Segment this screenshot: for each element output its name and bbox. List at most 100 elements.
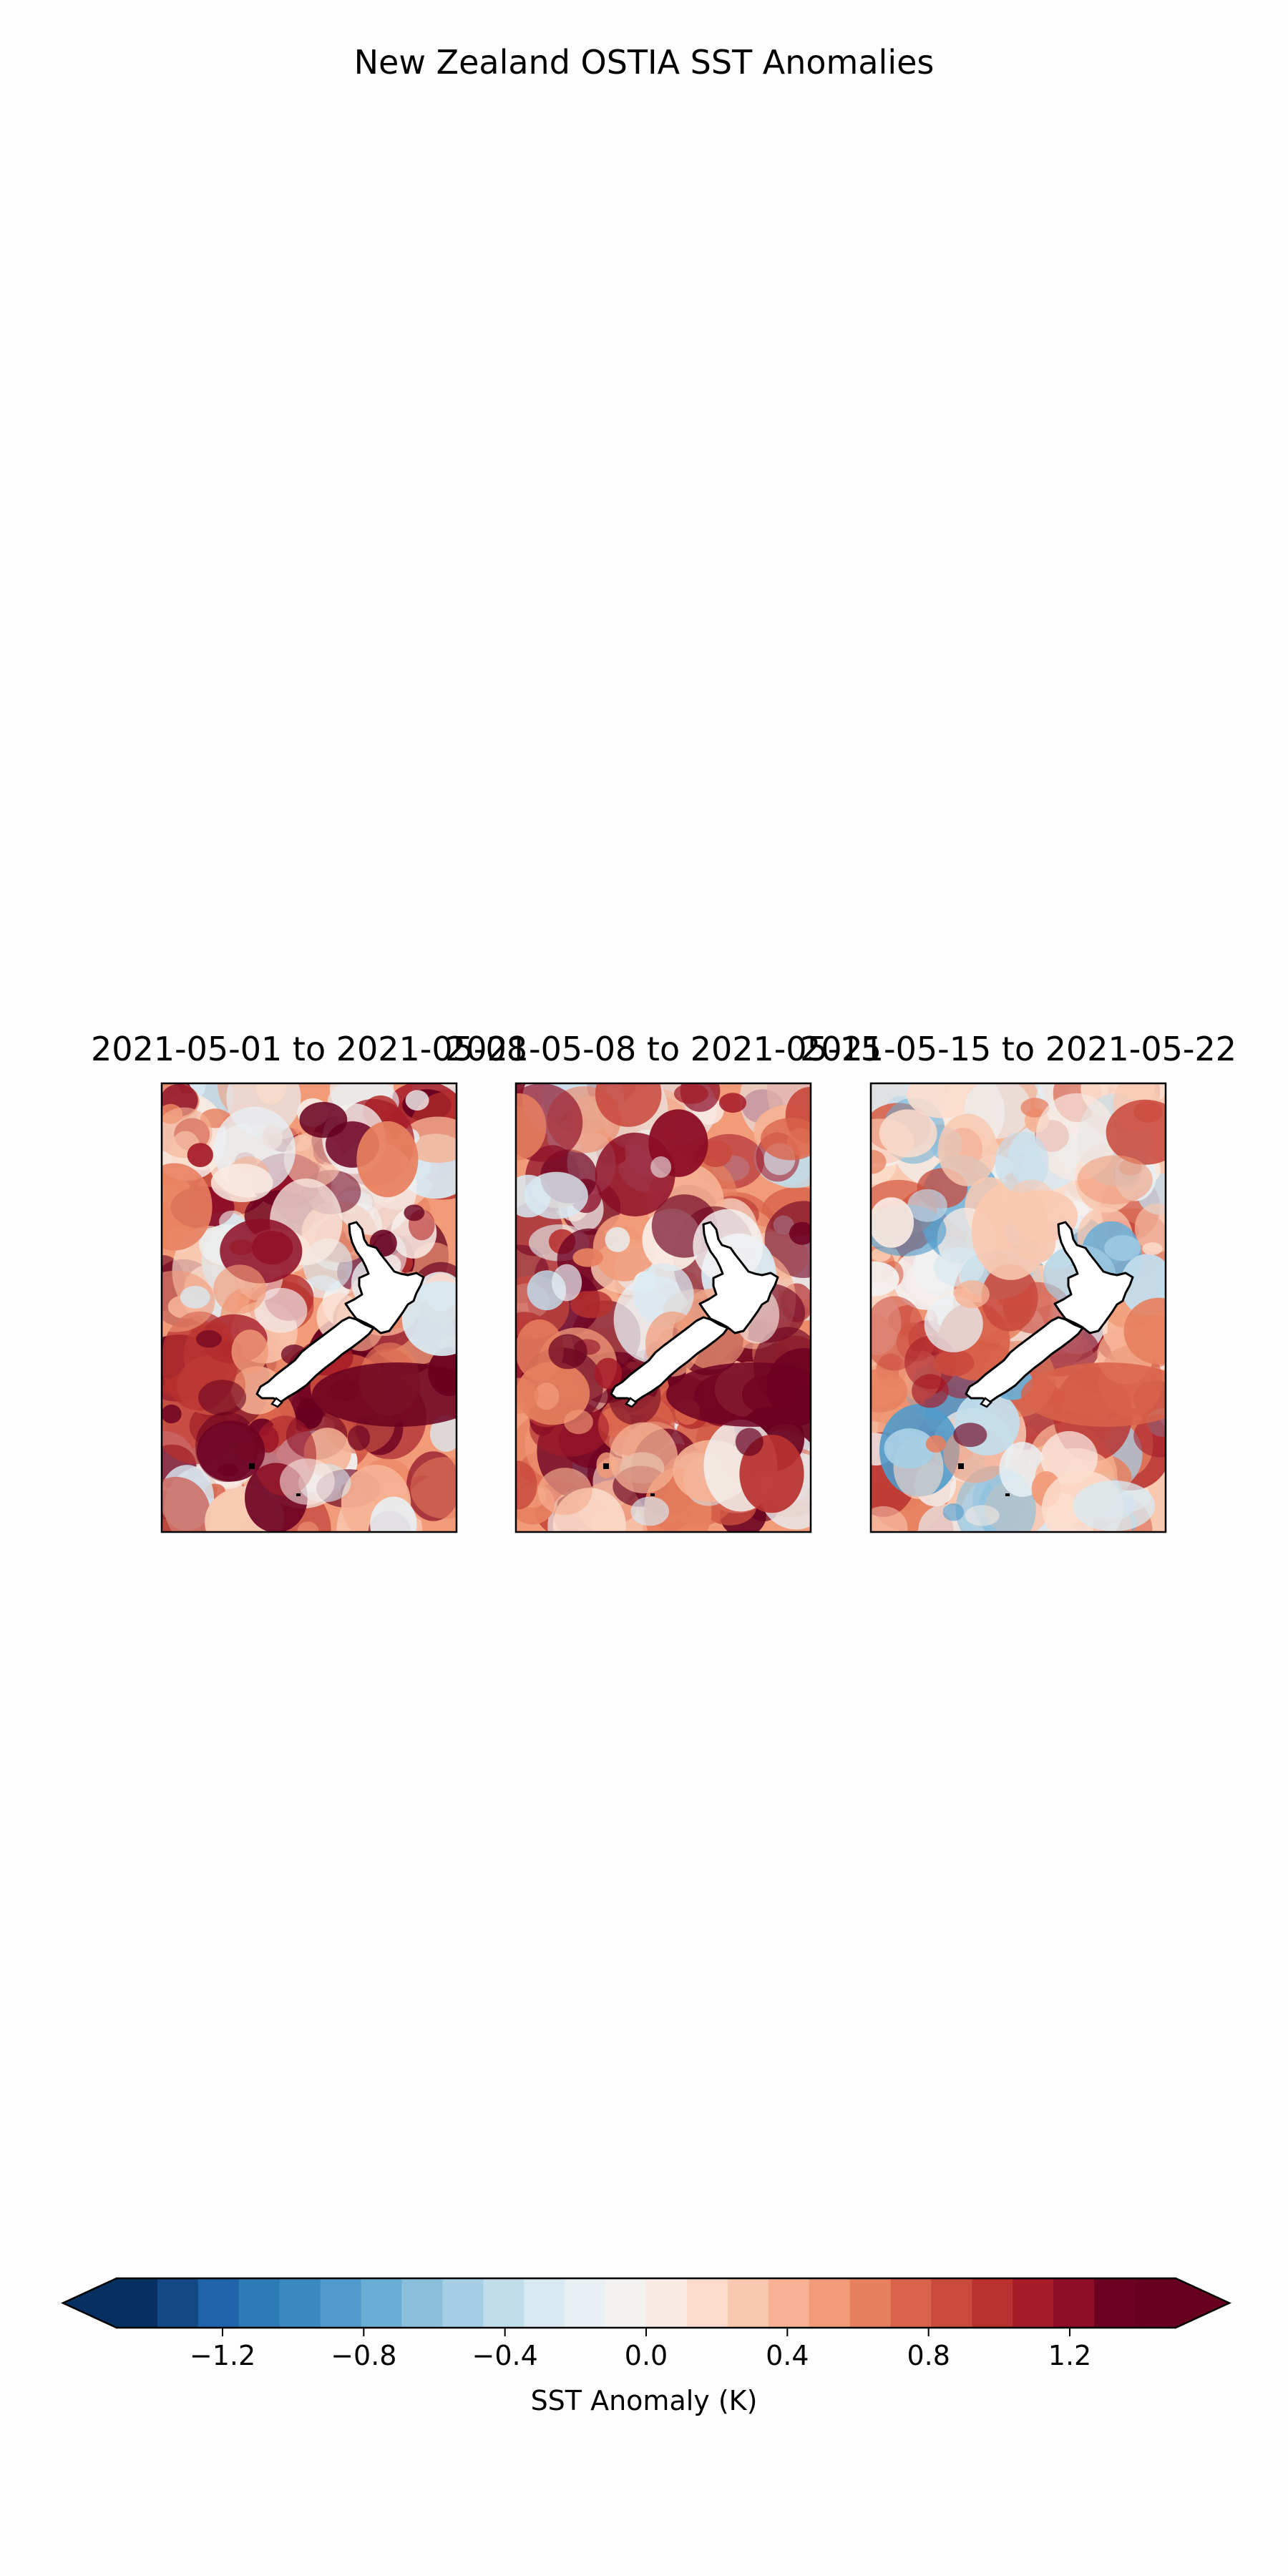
anomaly-patch	[594, 1357, 623, 1390]
anomaly-patch	[595, 1132, 675, 1216]
snares-islands	[603, 1463, 609, 1469]
anomaly-patch	[210, 1163, 273, 1202]
anomaly-patch	[981, 1264, 1038, 1332]
north-island	[344, 1221, 425, 1335]
stewart-island	[980, 1397, 992, 1408]
colorbar-segment	[1053, 2278, 1095, 2328]
anomaly-patch	[1123, 1297, 1166, 1365]
panel-title: 2021-05-01 to 2021-05-08	[91, 1030, 527, 1068]
anomaly-patch	[871, 1261, 899, 1297]
anomaly-patch	[879, 1109, 937, 1158]
anomaly-patch	[605, 1226, 630, 1252]
anomaly-patch	[180, 1285, 210, 1309]
anomaly-patch	[934, 1349, 975, 1377]
anomaly-patch	[1104, 1235, 1141, 1262]
colorbar-segment	[686, 2278, 728, 2328]
anomaly-patch	[719, 1093, 746, 1113]
anomaly-patch	[937, 1113, 997, 1186]
anomaly-patch	[198, 1380, 247, 1416]
colorbar-segment	[890, 2278, 932, 2328]
anomaly-patch	[907, 1083, 977, 1118]
anomaly-patch	[516, 1319, 564, 1381]
anomaly-patch	[254, 1287, 308, 1333]
anomaly-patch	[405, 1090, 429, 1111]
colorbar-segment	[605, 2278, 647, 2328]
anomaly-patch	[516, 1093, 547, 1161]
anomaly-patch	[570, 1290, 613, 1319]
north-island	[1053, 1221, 1134, 1335]
colorbar-tick-label: −0.4	[472, 2340, 538, 2371]
colorbar-segment	[972, 2278, 1013, 2328]
anomaly-patch	[924, 1295, 983, 1352]
new-zealand-land	[603, 1221, 779, 1496]
anomaly-patch	[609, 1422, 678, 1493]
snares-islands	[958, 1463, 964, 1469]
anomaly-patch	[534, 1382, 560, 1410]
map-panel-2: 2021-05-08 to 2021-05-15	[445, 1030, 882, 1533]
anomaly-patch	[162, 1163, 213, 1251]
colorbar-segment	[320, 2278, 362, 2328]
anomaly-patch	[162, 1476, 211, 1532]
colorbar-segment	[1013, 2278, 1054, 2328]
anomaly-patch	[299, 1102, 348, 1138]
colorbar-segment	[483, 2278, 525, 2328]
colorbar-segment	[442, 2278, 484, 2328]
colorbar-segment	[931, 2278, 972, 2328]
anomaly-patch	[404, 1204, 425, 1221]
anomaly-patch	[213, 1264, 266, 1314]
colorbar-segment	[565, 2278, 606, 2328]
anomaly-patch	[954, 1280, 990, 1309]
warm-anomaly-band	[666, 1362, 811, 1427]
new-zealand-land	[249, 1221, 425, 1496]
anomaly-patch	[401, 1281, 457, 1356]
auckland-islands	[1005, 1493, 1010, 1496]
anomaly-patch	[884, 1428, 935, 1469]
anomaly-patch	[1142, 1242, 1163, 1255]
colorbar-tick-label: 0.4	[766, 2340, 809, 2371]
anomaly-patch	[564, 1410, 593, 1435]
anomaly-patch	[195, 1330, 222, 1348]
colorbar-segment	[849, 2278, 892, 2328]
anomaly-patch	[633, 1263, 694, 1327]
sst-anomaly-field	[871, 1083, 1166, 1532]
anomaly-patch	[965, 1505, 1000, 1526]
colorbar-segment	[727, 2278, 769, 2328]
anomaly-patch	[572, 1248, 603, 1267]
colorbar-tick-label: 1.2	[1048, 2340, 1091, 2371]
colorbar-tick-label: −1.2	[190, 2340, 255, 2371]
anomaly-patch	[1134, 1203, 1166, 1253]
colorbar-segment	[361, 2278, 403, 2328]
anomaly-patch	[595, 1083, 662, 1127]
figure-title: New Zealand OSTIA SST Anomalies	[354, 43, 935, 82]
anomaly-patch	[761, 1118, 811, 1161]
anomaly-patch	[524, 1171, 588, 1219]
anomaly-patch	[255, 1083, 287, 1105]
new-zealand-land	[958, 1221, 1134, 1496]
colorbar-segment	[809, 2278, 851, 2328]
panel-frame	[160, 1082, 458, 1533]
colorbar-under-arrow	[63, 2278, 117, 2328]
colorbar-label: SST Anomaly (K)	[531, 2385, 758, 2416]
anomaly-patch	[187, 1143, 213, 1167]
anomaly-patch	[871, 1197, 914, 1248]
anomaly-patch	[231, 1330, 269, 1374]
panel-title: 2021-05-08 to 2021-05-15	[445, 1030, 882, 1068]
anomaly-patch	[735, 1428, 763, 1456]
colorbar-segment	[117, 2278, 158, 2328]
colorbar-segment	[1094, 2278, 1136, 2328]
anomaly-patch	[871, 1506, 908, 1532]
colorbar-segment	[646, 2278, 688, 2328]
colorbar: −1.2 −0.8 −0.4 0.0 0.4 0.8 1.2 SST Anomaly (K)	[61, 2277, 1231, 2416]
stewart-island	[270, 1397, 283, 1408]
anomaly-patch	[942, 1503, 965, 1521]
anomaly-patch	[871, 1149, 887, 1174]
colorbar-tick-label: 0.0	[625, 2340, 668, 2371]
colorbar-tick-label: −0.8	[331, 2340, 396, 2371]
colorbar-over-arrow	[1176, 2278, 1229, 2328]
colorbar-segment	[768, 2278, 810, 2328]
anomaly-patch	[925, 1435, 946, 1453]
auckland-islands	[650, 1493, 655, 1496]
anomaly-patch	[650, 1156, 672, 1178]
